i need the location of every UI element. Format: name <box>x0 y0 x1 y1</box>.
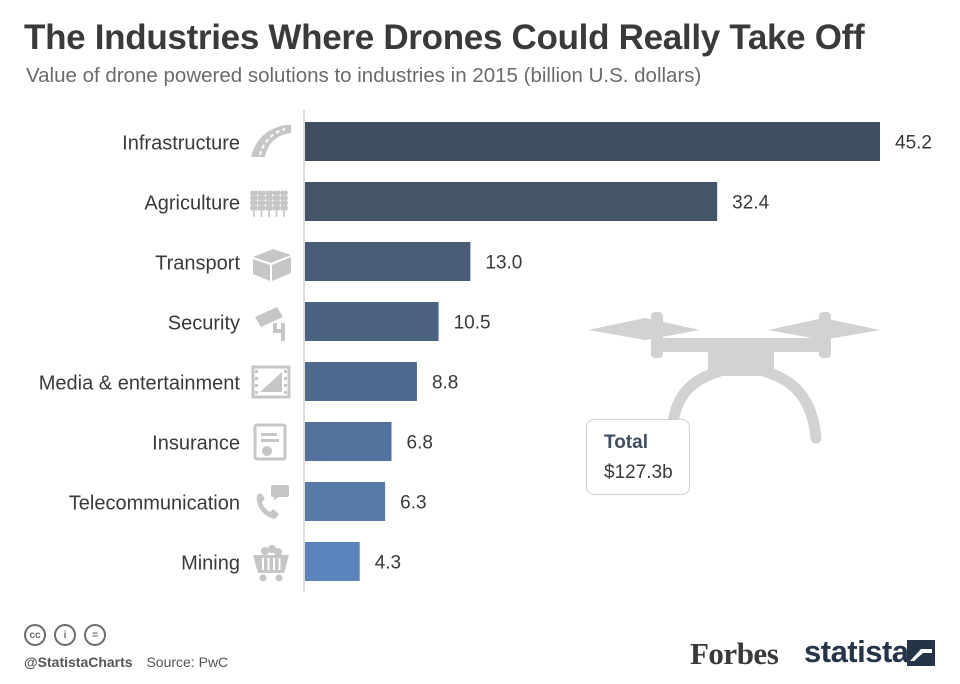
value-label-security: 10.5 <box>454 313 491 334</box>
bar-transport <box>305 242 471 281</box>
category-label-transport: Transport <box>155 253 240 275</box>
value-label-transport: 13.0 <box>485 253 522 274</box>
bar-agriculture <box>305 182 718 221</box>
chart-subtitle: Value of drone powered solutions to indu… <box>26 64 702 87</box>
category-label-security: Security <box>168 313 240 335</box>
value-label-agriculture: 32.4 <box>732 193 769 214</box>
value-label-mining: 4.3 <box>375 553 401 574</box>
bar-security <box>305 302 439 341</box>
bar-mining <box>305 542 360 581</box>
category-label-insurance: Insurance <box>152 433 240 455</box>
document-icon <box>253 423 287 461</box>
statista-logo: statista <box>804 634 909 669</box>
forbes-logo: Forbes <box>690 636 779 671</box>
film-icon <box>251 365 291 399</box>
value-label-telecommunication: 6.3 <box>400 493 426 514</box>
category-label-media-entertainment: Media & entertainment <box>39 373 241 395</box>
value-label-media-entertainment: 8.8 <box>432 373 458 394</box>
box-icon <box>253 249 291 281</box>
attribution-icon: i <box>54 624 76 646</box>
mining-cart-icon <box>253 545 289 582</box>
category-label-agriculture: Agriculture <box>144 193 240 215</box>
footer: cc i = @StatistaCharts Source: PwC <box>24 624 228 670</box>
bar-media-entertainment <box>305 362 417 401</box>
value-label-insurance: 6.8 <box>407 433 433 454</box>
statista-handle[interactable]: @StatistaCharts <box>24 654 133 670</box>
total-title: Total <box>604 432 648 453</box>
drone-illustration <box>588 312 880 444</box>
creative-commons-icon: cc <box>24 624 46 646</box>
category-label-infrastructure: Infrastructure <box>122 133 240 155</box>
license-icons: cc i = <box>24 624 228 646</box>
category-label-mining: Mining <box>181 553 240 575</box>
total-box: Total $127.3b <box>586 419 690 495</box>
wheat-icon <box>250 190 288 217</box>
bar-insurance <box>305 422 392 461</box>
security-camera-icon <box>255 307 285 341</box>
source-text: Source: PwC <box>146 654 229 670</box>
bar-infrastructure <box>305 122 880 161</box>
phone-icon <box>256 485 289 519</box>
value-label-infrastructure: 45.2 <box>895 133 932 154</box>
bar-telecommunication <box>305 482 386 521</box>
no-derivatives-icon: = <box>84 624 106 646</box>
road-icon <box>251 125 291 157</box>
statista-logo-icon <box>907 640 935 666</box>
total-value: $127.3b <box>604 462 673 483</box>
category-label-telecommunication: Telecommunication <box>69 493 240 515</box>
chart-title: The Industries Where Drones Could Really… <box>24 18 865 57</box>
